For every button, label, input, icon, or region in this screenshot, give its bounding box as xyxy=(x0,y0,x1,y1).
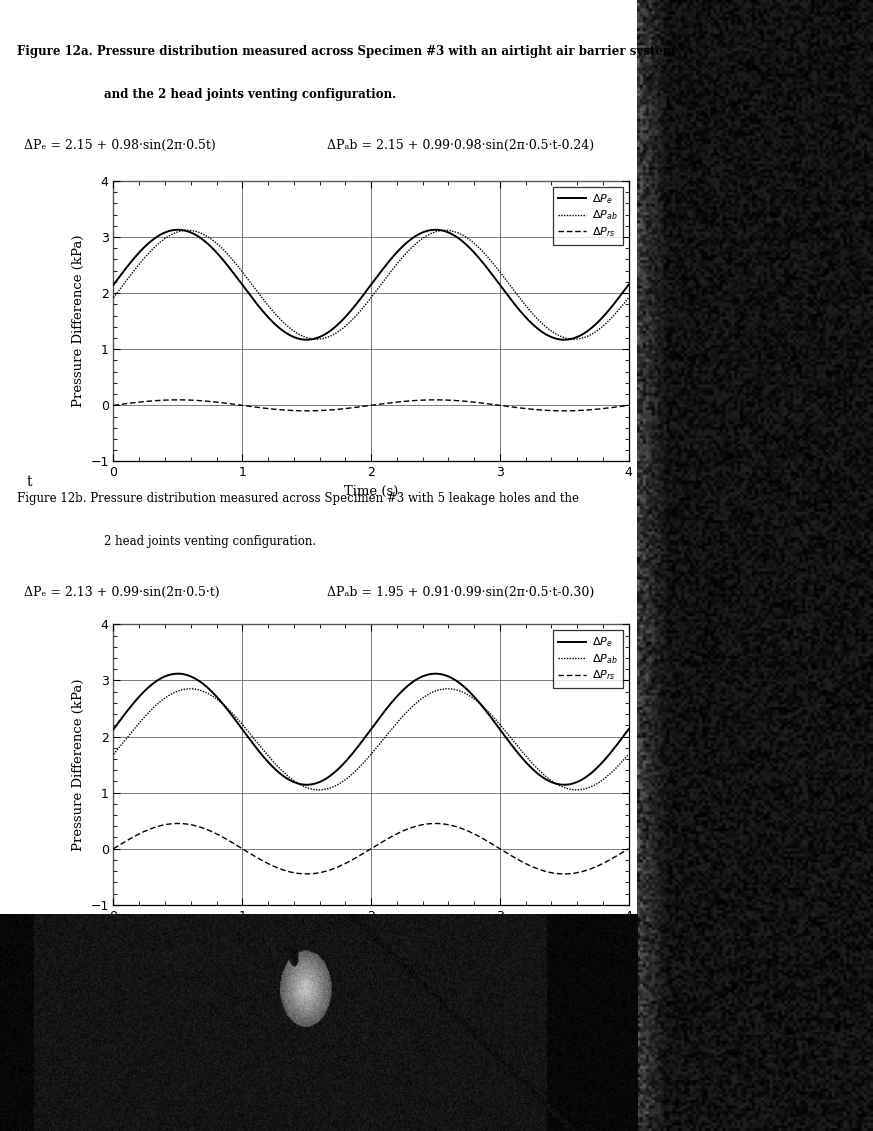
Legend: $\Delta P_e$, $\Delta P_{ab}$, $\Delta P_{rs}$: $\Delta P_e$, $\Delta P_{ab}$, $\Delta P… xyxy=(553,187,623,244)
Y-axis label: Pressure Difference (kPa): Pressure Difference (kPa) xyxy=(72,679,85,851)
X-axis label: Time (s): Time (s) xyxy=(344,929,398,941)
Text: Figure 12a. Pressure distribution measured across Specimen #3 with an airtight a: Figure 12a. Pressure distribution measur… xyxy=(17,45,676,58)
Text: Figure 12b. Pressure distribution measured across Specimen #3 with 5 leakage hol: Figure 12b. Pressure distribution measur… xyxy=(17,492,580,504)
Text: ΔPₑ = 2.15 + 0.98·sin(2π·0.5t): ΔPₑ = 2.15 + 0.98·sin(2π·0.5t) xyxy=(24,139,216,153)
Text: and the 2 head joints venting configuration.: and the 2 head joints venting configurat… xyxy=(104,88,396,101)
Text: ΔPₑ = 2.13 + 0.99·sin(2π·0.5·t): ΔPₑ = 2.13 + 0.99·sin(2π·0.5·t) xyxy=(24,586,219,599)
Text: ΔPₐb = 1.95 + 0.91·0.99·sin(2π·0.5·t-0.30): ΔPₐb = 1.95 + 0.91·0.99·sin(2π·0.5·t-0.3… xyxy=(327,586,595,599)
Text: 2 head joints venting configuration.: 2 head joints venting configuration. xyxy=(104,535,316,547)
Y-axis label: Pressure Difference (kPa): Pressure Difference (kPa) xyxy=(72,235,85,407)
Text: ΔPₐb = 2.15 + 0.99·0.98·sin(2π·0.5·t-0.24): ΔPₐb = 2.15 + 0.99·0.98·sin(2π·0.5·t-0.2… xyxy=(327,139,595,153)
Text: t: t xyxy=(26,475,31,490)
X-axis label: Time (s): Time (s) xyxy=(344,485,398,498)
Legend: $\Delta P_e$, $\Delta P_{ab}$, $\Delta P_{rs}$: $\Delta P_e$, $\Delta P_{ab}$, $\Delta P… xyxy=(553,630,623,688)
